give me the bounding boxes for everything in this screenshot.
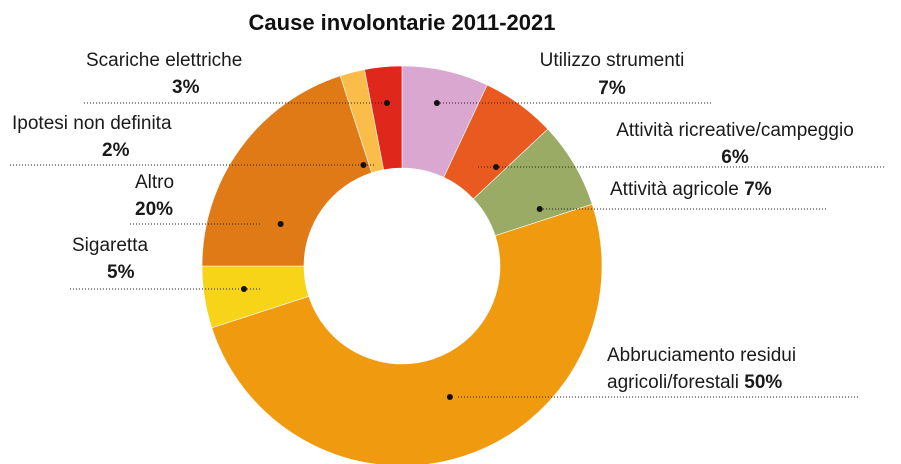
label-scariche-elettriche: Scariche elettriche 3%	[86, 50, 242, 98]
label-abbruciamento: Abbruciamento residui agricoli/forestali…	[607, 345, 796, 393]
leader-dot	[240, 286, 247, 292]
slice-value-label: 7%	[598, 78, 626, 99]
slice-value-label: 2%	[102, 140, 130, 161]
leader-dot	[536, 206, 543, 212]
slice-name: Attività agricole	[610, 179, 739, 200]
slice-value-label: 20%	[135, 199, 173, 220]
leader-dot	[493, 164, 500, 170]
leader-dot	[360, 162, 367, 168]
label-attivita-ricreative: Attività ricreative/campeggio 6%	[616, 120, 854, 168]
slice-value-label: 6%	[721, 147, 749, 168]
slice-value-label: 3%	[172, 77, 200, 98]
slice-name: Sigaretta	[72, 235, 148, 256]
slice-name: Ipotesi non definita	[12, 113, 172, 134]
label-altro: Altro 20%	[135, 172, 174, 220]
slice-abbruciamento-residui-agricoli-forestali	[211, 203, 603, 464]
slice-altro	[201, 75, 373, 267]
leader-dot	[433, 100, 440, 106]
slice-name: Attività ricreative/campeggio	[616, 120, 854, 141]
slice-name: Scariche elettriche	[86, 50, 242, 71]
leader-dot	[383, 100, 390, 106]
slice-value-label: 5%	[107, 262, 135, 283]
slice-name-and-value: Attività agricole 7%	[610, 179, 772, 200]
leader-lines	[10, 100, 886, 400]
label-utilizzo-strumenti: Utilizzo strumenti 7%	[540, 50, 685, 99]
leader-dot	[446, 394, 453, 400]
leader-dot	[277, 221, 284, 227]
label-ipotesi-non-definita: Ipotesi non definita 2%	[12, 113, 172, 161]
donut-slices	[201, 65, 603, 464]
slice-name: Altro	[135, 172, 174, 193]
label-sigaretta: Sigaretta 5%	[72, 235, 148, 283]
slice-value-label: 50%	[744, 372, 782, 393]
slice-value-label: 7%	[744, 179, 772, 200]
slice-name: Utilizzo strumenti	[540, 50, 685, 71]
slice-scariche-elettriche	[364, 65, 403, 171]
label-attivita-agricole: Attività agricole 7%	[610, 179, 772, 200]
slice-name-line2: agricoli/forestali 50%	[607, 372, 782, 393]
slice-name-line1: Abbruciamento residui	[607, 345, 796, 366]
chart-title: Cause involontarie 2011-2021	[249, 10, 556, 35]
